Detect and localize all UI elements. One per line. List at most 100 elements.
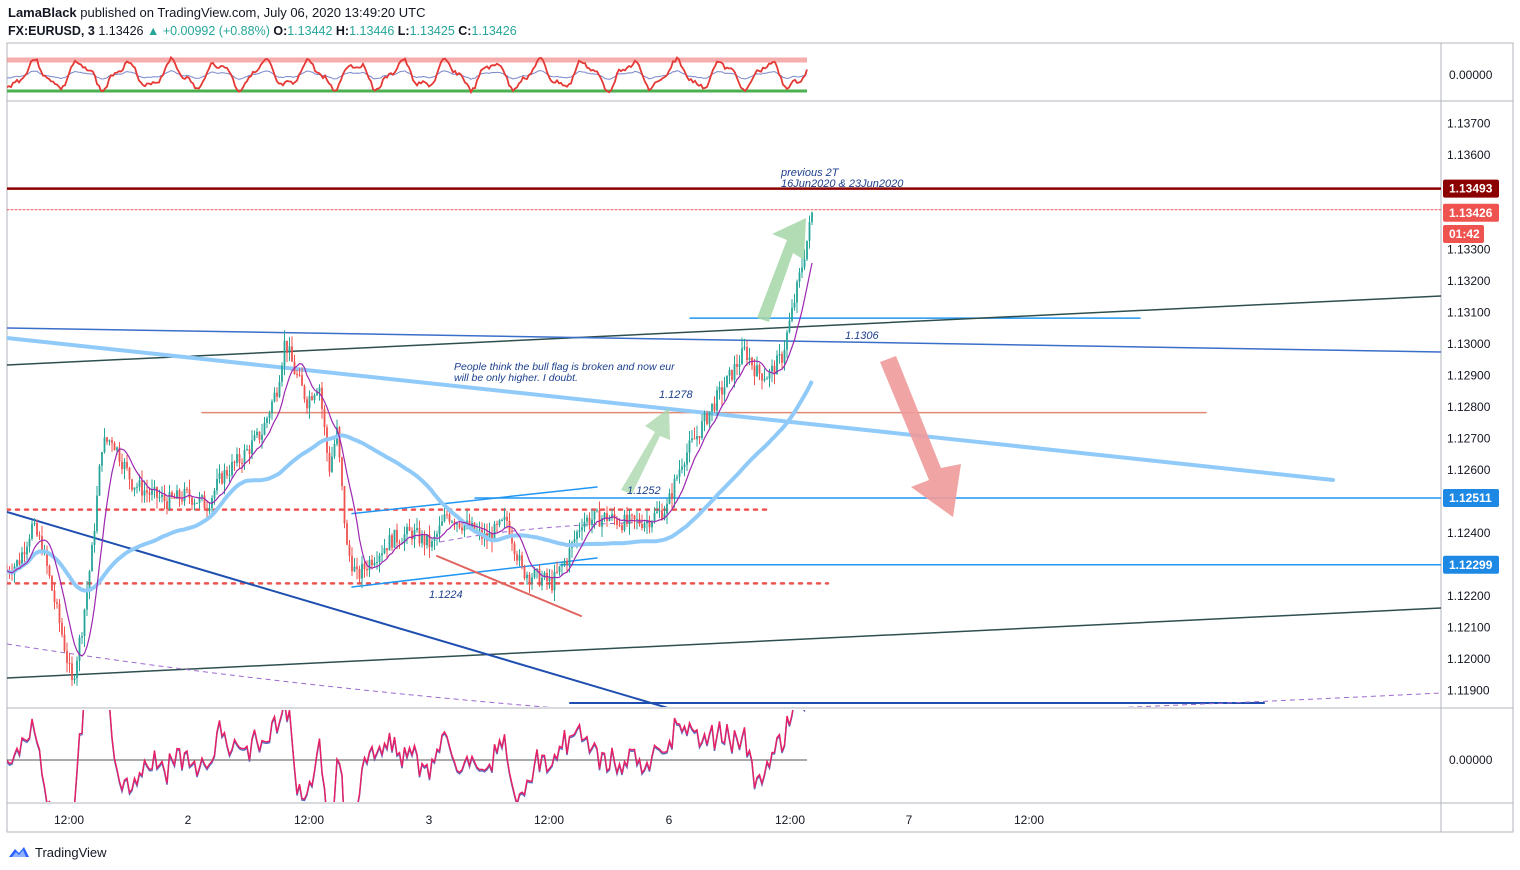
candle-body <box>93 531 96 545</box>
main-price-pane <box>7 187 1441 707</box>
long-trendline-upper <box>7 295 1441 366</box>
chart-header: LamaBlack published on TradingView.com, … <box>8 4 1208 40</box>
candle-body <box>33 522 36 524</box>
candle-body <box>171 492 173 497</box>
candle-body <box>258 431 261 440</box>
candle-body <box>723 387 726 395</box>
candle-body <box>693 438 696 440</box>
candle-body <box>298 374 301 376</box>
note-dates: 16Jun2020 & 23Jun2020 <box>781 178 904 190</box>
candle-body <box>506 516 508 521</box>
candle-body <box>673 478 676 499</box>
candle-body <box>458 523 461 528</box>
candle-body <box>658 510 661 512</box>
candle-body <box>663 513 666 520</box>
candle-body <box>696 436 698 440</box>
candle-body <box>716 390 718 411</box>
close-label: C: <box>458 24 472 38</box>
candle-body <box>393 529 396 548</box>
candle-body <box>441 521 443 526</box>
candle-body <box>606 513 608 521</box>
candle-body <box>683 464 686 467</box>
candle-body <box>328 452 331 472</box>
candle-body <box>573 539 576 543</box>
price-tick-label: 1.12200 <box>1447 589 1491 603</box>
candle-body <box>368 559 371 571</box>
price-tag-countdown: 01:42 <box>1449 227 1480 241</box>
open-label: O: <box>273 24 288 38</box>
candle-body <box>241 462 243 464</box>
tradingview-logo-icon[interactable] <box>8 845 30 859</box>
candle-body <box>586 517 588 522</box>
candle-body <box>203 495 206 509</box>
candle-body <box>601 518 603 527</box>
descending-trendline-thick <box>7 336 1335 482</box>
lower-oscillator-pane <box>7 710 807 802</box>
close-value: 1.13426 <box>471 24 517 38</box>
candle-body <box>178 490 181 500</box>
candle-body <box>656 511 658 513</box>
candle-body <box>98 465 101 496</box>
candle-body <box>261 434 263 440</box>
candle-body <box>123 461 126 470</box>
candle-body <box>771 365 773 372</box>
upper-osc-signal <box>7 70 808 80</box>
candle-body <box>373 562 376 566</box>
candle-body <box>248 449 251 455</box>
time-tick-label: 12:00 <box>1014 813 1044 827</box>
dashed-fib-curve-right <box>1121 692 1441 707</box>
candle-body <box>533 569 536 578</box>
symbol-label[interactable]: FX:EURUSD, 3 <box>8 24 95 38</box>
candle-body <box>621 525 623 531</box>
candle-body <box>521 555 523 567</box>
candle-body <box>631 514 633 516</box>
candle-body <box>406 526 408 535</box>
candle-body <box>86 590 88 610</box>
candle-body <box>358 568 361 579</box>
candle-body <box>588 517 591 526</box>
candle-body <box>106 437 108 442</box>
candle-body <box>638 518 641 525</box>
candle-body <box>213 490 216 498</box>
candle-body <box>641 524 643 529</box>
high-value: 1.13446 <box>349 24 395 38</box>
candle-body <box>63 634 66 651</box>
candle-body <box>281 365 283 382</box>
candlestick-series <box>7 211 813 686</box>
candle-body <box>436 534 438 537</box>
candle-body <box>721 387 723 395</box>
candle-body <box>78 637 81 661</box>
red-down-arrow <box>880 356 961 517</box>
candle-body <box>288 346 291 353</box>
candle-body <box>226 470 228 476</box>
candle-body <box>703 413 706 422</box>
candle-body <box>473 522 476 532</box>
candle-body <box>48 565 51 576</box>
candle-body <box>56 602 58 604</box>
candle-body <box>511 535 513 544</box>
candle-body <box>738 364 741 367</box>
label-1306: 1.1306 <box>845 330 880 342</box>
candle-body <box>598 510 601 527</box>
candle-body <box>291 346 293 362</box>
footer-brand[interactable]: TradingView <box>35 844 107 860</box>
price-tick-label: 1.12100 <box>1447 620 1491 634</box>
candle-body <box>508 520 511 536</box>
candle-body <box>428 534 431 548</box>
price-tag-support-2-bg <box>1443 555 1499 574</box>
chart-canvas[interactable]: 1.13700 1.13600 1.13300 1.13200 1.13100 1.130… <box>0 0 1520 840</box>
price-tick-label: 1.12900 <box>1447 368 1491 382</box>
candle-body <box>728 369 731 376</box>
candle-body <box>158 496 161 498</box>
candle-body <box>91 544 93 572</box>
time-tick-label: 12:00 <box>54 813 84 827</box>
candle-body <box>131 479 133 490</box>
candle-body <box>793 302 796 308</box>
candle-body <box>118 447 121 462</box>
price-tick-label: 1.13200 <box>1447 274 1491 288</box>
author-name[interactable]: LamaBlack <box>8 5 77 20</box>
candle-body <box>378 555 381 563</box>
candle-body <box>53 590 56 603</box>
candle-body <box>383 548 386 554</box>
